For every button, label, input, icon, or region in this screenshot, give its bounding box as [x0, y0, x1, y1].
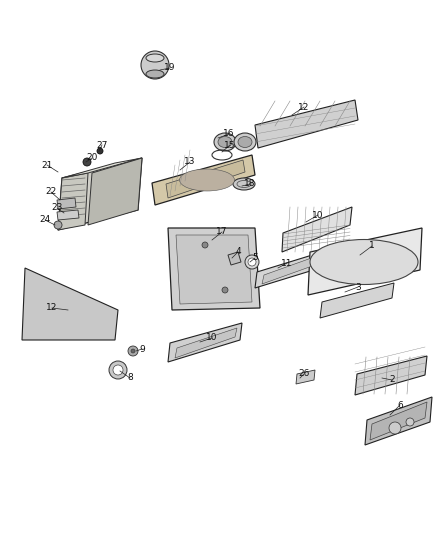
Polygon shape [62, 158, 142, 178]
Ellipse shape [146, 54, 164, 62]
Text: 12: 12 [298, 102, 310, 111]
Polygon shape [57, 198, 76, 209]
Circle shape [222, 287, 228, 293]
Text: 27: 27 [96, 141, 108, 149]
Text: 11: 11 [281, 259, 293, 268]
Ellipse shape [310, 239, 418, 285]
Text: 16: 16 [223, 130, 235, 139]
Polygon shape [228, 252, 241, 265]
Text: 10: 10 [312, 211, 324, 220]
Text: 4: 4 [235, 247, 241, 256]
Text: 18: 18 [244, 180, 256, 189]
Polygon shape [175, 328, 237, 358]
Polygon shape [255, 252, 322, 288]
Polygon shape [152, 155, 255, 205]
Circle shape [406, 418, 414, 426]
Polygon shape [58, 173, 88, 230]
Circle shape [113, 365, 123, 375]
Ellipse shape [146, 70, 164, 78]
Text: 2: 2 [389, 376, 395, 384]
Polygon shape [320, 283, 394, 318]
Circle shape [248, 258, 256, 266]
Polygon shape [365, 397, 432, 445]
Circle shape [131, 349, 135, 353]
Text: 22: 22 [46, 188, 57, 197]
Text: 26: 26 [298, 369, 310, 378]
Polygon shape [166, 160, 245, 198]
Text: 13: 13 [184, 157, 196, 166]
Text: 21: 21 [41, 160, 53, 169]
Ellipse shape [233, 178, 255, 190]
Polygon shape [255, 100, 358, 148]
Text: 19: 19 [164, 63, 176, 72]
Circle shape [141, 51, 169, 79]
Text: 17: 17 [216, 228, 228, 237]
Polygon shape [88, 158, 142, 225]
Ellipse shape [218, 136, 232, 148]
Text: 23: 23 [51, 204, 63, 213]
Polygon shape [296, 370, 315, 384]
Circle shape [83, 158, 91, 166]
Circle shape [97, 148, 103, 154]
Text: 1: 1 [369, 241, 375, 251]
Polygon shape [176, 235, 252, 304]
Polygon shape [282, 207, 352, 252]
Circle shape [245, 255, 259, 269]
Polygon shape [168, 323, 242, 362]
Polygon shape [308, 228, 422, 295]
Text: 20: 20 [86, 154, 98, 163]
Circle shape [109, 361, 127, 379]
Text: 10: 10 [206, 334, 218, 343]
Polygon shape [57, 210, 79, 220]
Ellipse shape [180, 169, 234, 191]
Text: 5: 5 [252, 254, 258, 262]
Text: 8: 8 [127, 374, 133, 383]
Text: 12: 12 [46, 303, 58, 312]
Text: 3: 3 [355, 282, 361, 292]
Polygon shape [58, 158, 142, 230]
Polygon shape [22, 268, 118, 340]
Polygon shape [355, 356, 427, 395]
Circle shape [128, 346, 138, 356]
Circle shape [202, 242, 208, 248]
Ellipse shape [234, 133, 256, 151]
Text: 15: 15 [224, 141, 236, 149]
Text: 24: 24 [39, 215, 51, 224]
Ellipse shape [238, 136, 252, 148]
Polygon shape [262, 256, 317, 284]
Ellipse shape [214, 133, 236, 151]
Circle shape [54, 221, 62, 229]
Polygon shape [168, 228, 260, 310]
Text: 9: 9 [139, 344, 145, 353]
Text: 6: 6 [397, 400, 403, 409]
Circle shape [389, 422, 401, 434]
Polygon shape [370, 402, 427, 440]
